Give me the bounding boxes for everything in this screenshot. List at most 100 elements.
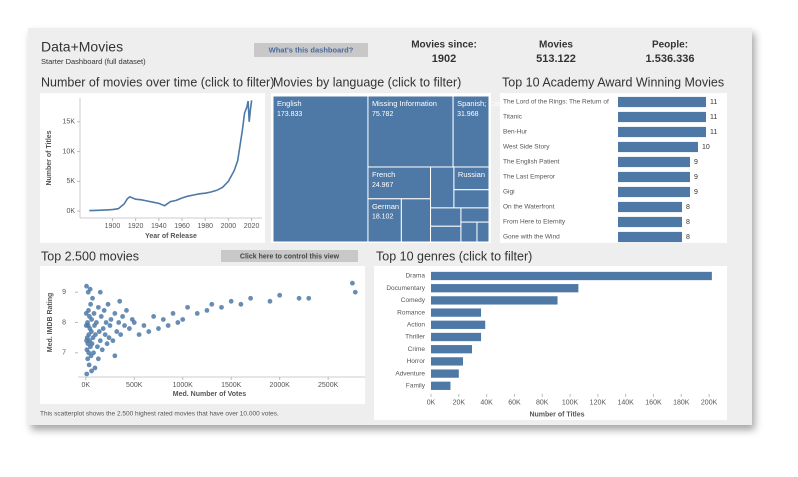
point[interactable] (93, 332, 98, 338)
bar[interactable] (431, 357, 463, 366)
point[interactable] (84, 283, 89, 289)
control-button[interactable] (221, 250, 358, 262)
point[interactable] (83, 323, 89, 328)
point[interactable] (124, 307, 129, 313)
point[interactable] (84, 338, 89, 344)
point[interactable] (131, 320, 137, 325)
point[interactable] (175, 320, 181, 325)
point[interactable] (306, 295, 312, 301)
point[interactable] (194, 311, 200, 316)
bar[interactable] (618, 111, 706, 123)
bar[interactable] (618, 201, 682, 213)
treemap-cell[interactable] (272, 95, 369, 243)
bar[interactable] (431, 308, 482, 317)
point[interactable] (112, 353, 118, 359)
point[interactable] (170, 311, 176, 316)
bar[interactable] (431, 271, 712, 281)
point[interactable] (99, 347, 105, 353)
point[interactable] (114, 329, 120, 334)
point[interactable] (349, 280, 355, 286)
point[interactable] (117, 298, 123, 304)
bar[interactable] (618, 231, 682, 243)
point[interactable] (89, 341, 95, 347)
point[interactable] (165, 323, 171, 328)
point[interactable] (89, 317, 94, 322)
point[interactable] (160, 317, 166, 322)
treemap-cell[interactable] (460, 207, 490, 223)
point[interactable] (352, 289, 358, 295)
treemap-cell[interactable] (476, 221, 490, 243)
point[interactable] (156, 326, 161, 331)
bar[interactable] (618, 186, 690, 198)
point[interactable] (91, 311, 97, 316)
point[interactable] (94, 344, 100, 350)
point[interactable] (112, 311, 118, 316)
treemap-cell[interactable] (430, 207, 462, 227)
point[interactable] (267, 298, 273, 304)
point[interactable] (146, 329, 152, 334)
point[interactable] (85, 356, 91, 362)
point[interactable] (96, 329, 102, 334)
point[interactable] (88, 329, 94, 334)
point[interactable] (97, 289, 103, 295)
point[interactable] (94, 320, 99, 325)
point[interactable] (122, 323, 127, 328)
bar[interactable] (618, 96, 706, 108)
point[interactable] (97, 338, 103, 344)
help-button-label[interactable]: What's this dashboard? (269, 45, 354, 54)
point[interactable] (180, 317, 186, 322)
bar[interactable] (618, 156, 690, 168)
treemap-cell[interactable] (367, 95, 454, 168)
point[interactable] (110, 338, 116, 344)
point[interactable] (90, 295, 95, 301)
control-button-label[interactable]: Click here to control this view (240, 253, 340, 260)
point[interactable] (100, 326, 106, 331)
treemap-cell[interactable] (430, 225, 462, 243)
bar[interactable] (618, 126, 706, 138)
point[interactable] (209, 301, 215, 307)
treemap-cell[interactable] (453, 189, 490, 209)
treemap-cell[interactable] (430, 166, 455, 209)
bar[interactable] (431, 381, 451, 390)
point[interactable] (185, 304, 190, 310)
point[interactable] (126, 326, 132, 331)
point[interactable] (118, 332, 124, 338)
point[interactable] (107, 323, 113, 328)
point[interactable] (277, 292, 283, 298)
point[interactable] (86, 362, 92, 368)
bar[interactable] (431, 320, 486, 329)
point[interactable] (136, 332, 142, 338)
point[interactable] (91, 350, 96, 356)
point[interactable] (105, 301, 111, 307)
point[interactable] (95, 304, 101, 310)
point[interactable] (151, 314, 157, 319)
bar[interactable] (618, 141, 698, 153)
point[interactable] (84, 371, 90, 377)
point[interactable] (89, 368, 94, 374)
bar[interactable] (618, 171, 690, 183)
point[interactable] (98, 314, 104, 319)
point[interactable] (204, 307, 210, 313)
point[interactable] (104, 341, 110, 347)
point[interactable] (141, 323, 147, 328)
point[interactable] (228, 298, 234, 304)
point[interactable] (120, 314, 126, 319)
bar[interactable] (618, 216, 682, 228)
bar[interactable] (431, 284, 579, 293)
point[interactable] (116, 320, 122, 325)
point[interactable] (101, 307, 107, 313)
bar[interactable] (431, 345, 473, 354)
treemap-cell[interactable] (367, 166, 432, 200)
point[interactable] (248, 295, 253, 301)
bar[interactable] (431, 296, 558, 305)
treemap-cell[interactable] (460, 221, 478, 243)
bar[interactable] (431, 369, 459, 378)
bar[interactable] (431, 332, 482, 342)
treemap-cell[interactable] (452, 95, 490, 168)
point[interactable] (92, 365, 98, 371)
point[interactable] (102, 332, 108, 338)
point[interactable] (95, 356, 101, 362)
point[interactable] (103, 320, 109, 325)
point[interactable] (88, 301, 94, 307)
point[interactable] (83, 311, 89, 316)
